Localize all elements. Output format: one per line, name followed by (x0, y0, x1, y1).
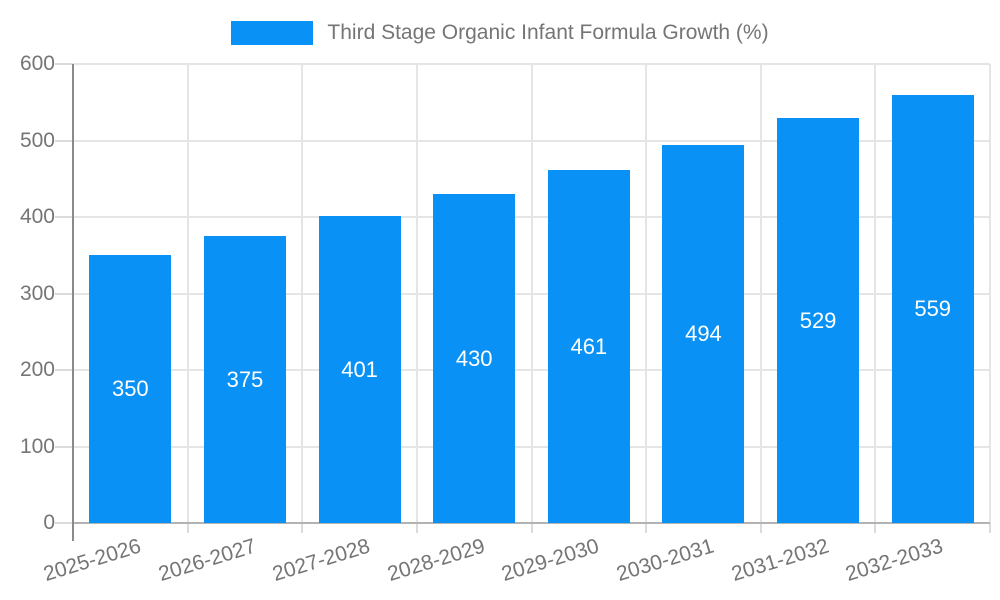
v-gridline (415, 64, 418, 523)
bar-value-label: 494 (685, 321, 722, 347)
bar[interactable]: 350 (89, 255, 172, 523)
y-axis-tick (55, 292, 73, 295)
y-axis-tick-label: 200 (19, 358, 55, 381)
v-gridline (759, 64, 762, 523)
x-axis-tick-label: 2027-2028 (270, 534, 373, 586)
x-axis-tick-label: 2028-2029 (384, 534, 488, 586)
y-axis-tick-label: 500 (19, 128, 55, 152)
y-axis-tick (55, 63, 73, 65)
bar-value-label: 461 (570, 333, 608, 359)
v-gridline (645, 64, 648, 523)
y-axis-tick (55, 216, 73, 218)
bar[interactable]: 401 (318, 216, 401, 523)
v-gridline (530, 64, 533, 523)
bar[interactable]: 375 (203, 236, 286, 523)
x-axis-tick (759, 523, 762, 533)
y-axis-tick (55, 445, 73, 448)
bar-value-label: 401 (341, 356, 378, 382)
v-gridline (989, 64, 991, 523)
bar[interactable]: 461 (547, 170, 630, 523)
x-axis-tick-label: 2032-2033 (843, 534, 946, 586)
bar[interactable]: 430 (433, 194, 516, 523)
legend-title: Third Stage Organic Infant Formula Growt… (327, 21, 769, 44)
x-axis-tick-label: 2026-2027 (155, 534, 259, 586)
chart-legend[interactable]: Third Stage Organic Infant Formula Growt… (0, 20, 1000, 46)
bar[interactable]: 529 (777, 118, 860, 523)
x-axis-tick-label: 2030-2031 (613, 534, 717, 586)
y-axis-tick-label: 400 (19, 205, 55, 228)
bar-value-label: 430 (455, 345, 493, 371)
bar-value-label: 375 (226, 366, 264, 392)
x-axis-tick (186, 523, 189, 533)
y-axis-tick (55, 522, 73, 524)
y-axis-tick-label: 100 (19, 434, 55, 458)
bar-value-label: 559 (914, 296, 952, 322)
v-gridline (301, 64, 304, 523)
bar-value-label: 350 (111, 376, 149, 402)
bar-value-label: 529 (799, 307, 837, 333)
x-axis-tick (989, 523, 991, 533)
y-axis-tick-label: 600 (19, 52, 55, 75)
x-axis-tick-label: 2025-2026 (40, 534, 144, 586)
v-gridline (186, 64, 189, 523)
y-axis-tick (55, 139, 73, 142)
x-axis-line (73, 522, 990, 524)
y-axis-tick-label: 0 (43, 511, 55, 534)
x-axis-tick-label: 2031-2032 (728, 534, 832, 586)
legend-swatch (231, 21, 314, 45)
x-axis-tick (874, 523, 877, 533)
x-axis-tick (645, 523, 648, 533)
x-axis-tick-label: 2029-2030 (499, 534, 603, 586)
bar[interactable]: 559 (891, 95, 974, 523)
x-axis-tick (301, 523, 304, 533)
x-axis-tick (415, 523, 418, 533)
y-axis-tick (55, 369, 73, 371)
x-axis-tick (530, 523, 533, 533)
bar[interactable]: 494 (662, 145, 745, 523)
y-axis-spine (72, 64, 74, 541)
y-axis-tick-label: 300 (19, 281, 55, 305)
v-gridline (874, 64, 877, 523)
